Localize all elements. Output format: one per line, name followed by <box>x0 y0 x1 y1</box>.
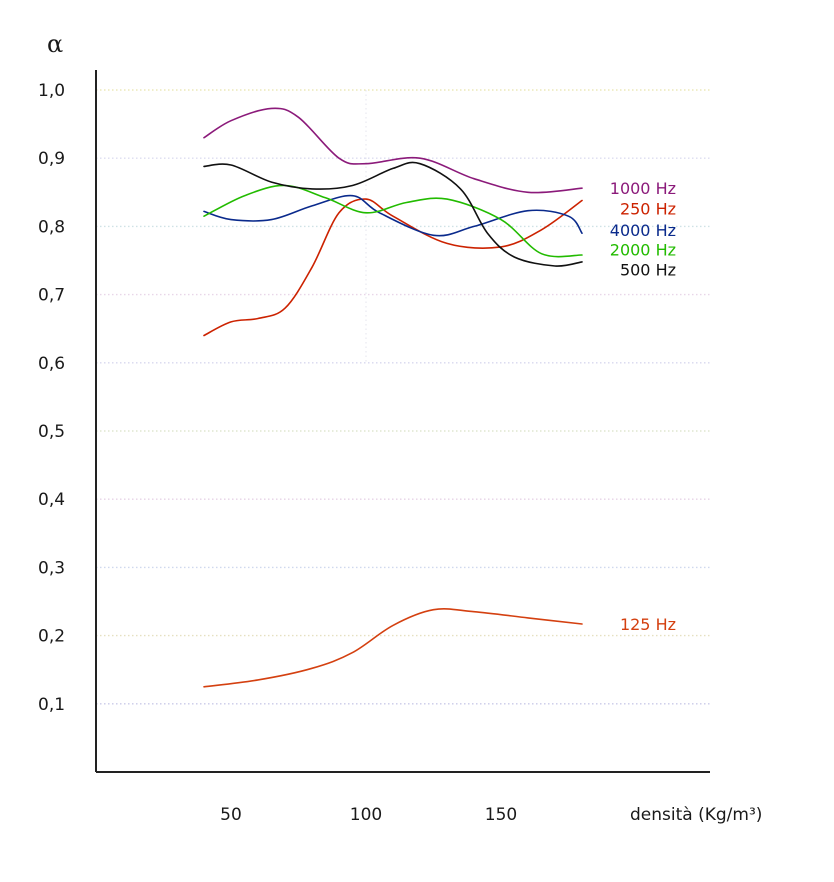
series-label-500-hz: 500 Hz <box>620 260 676 279</box>
series-line-1000-hz <box>203 107 583 194</box>
y-tick-label: 0,3 <box>38 558 65 578</box>
series-line-125-hz <box>203 608 583 688</box>
x-tick-label: 100 <box>350 805 382 825</box>
y-tick-label: 0,5 <box>38 422 65 442</box>
x-axis-title: densità (Kg/m³) <box>630 805 762 825</box>
x-tick-label: 50 <box>220 805 242 825</box>
y-tick-label: 1,0 <box>38 81 65 101</box>
series-label-250-hz: 250 Hz <box>620 200 676 219</box>
series-line-500-hz <box>203 161 583 267</box>
y-tick-label: 0,4 <box>38 490 65 510</box>
y-tick-label: 0,8 <box>38 217 65 237</box>
series-line-2000-hz <box>203 184 583 258</box>
x-tick-label: 150 <box>485 805 517 825</box>
y-tick-label: 0,6 <box>38 354 65 374</box>
series-label-125-hz: 125 Hz <box>620 615 676 634</box>
grid <box>96 89 710 705</box>
axes <box>95 70 710 773</box>
series-lines <box>203 107 583 688</box>
y-tick-label: 0,9 <box>38 149 65 169</box>
series-label-2000-hz: 2000 Hz <box>610 241 676 260</box>
x-tick-labels: 50 100 150 <box>220 805 517 825</box>
y-axis-title: α <box>47 30 63 58</box>
series-label-4000-hz: 4000 Hz <box>610 221 676 240</box>
series-line-4000-hz <box>203 194 583 237</box>
y-tick-label: 0,2 <box>38 627 65 647</box>
series-label-1000-hz: 1000 Hz <box>610 179 676 198</box>
series-line-250-hz <box>203 198 583 337</box>
y-tick-labels: 0,1 0,2 0,3 0,4 0,5 0,6 0,7 0,8 0,9 1,0 <box>38 81 65 715</box>
y-tick-label: 0,1 <box>38 695 65 715</box>
y-tick-label: 0,7 <box>38 286 65 306</box>
